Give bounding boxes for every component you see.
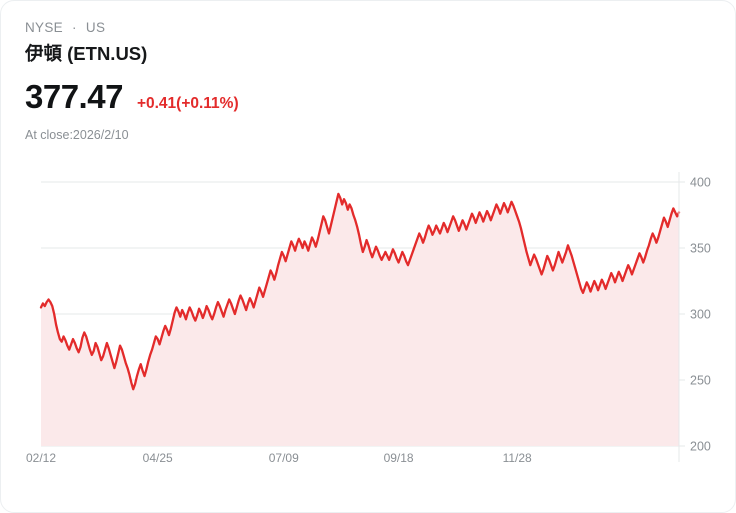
y-axis-labels: 200 250 300 350 400 xyxy=(690,176,711,454)
region-label: US xyxy=(85,20,106,35)
y-axis-tick-label: 350 xyxy=(690,242,711,256)
quote-header: NYSE · US 伊頓 (ETN.US) 377.47 +0.41(+0.11… xyxy=(25,19,685,143)
x-axis-labels: 02/12 04/25 07/09 09/18 11/28 xyxy=(26,451,532,465)
price-change: +0.41(+0.11%) xyxy=(136,95,239,112)
x-axis-tick-label: 02/12 xyxy=(26,451,56,465)
separator-dot: · xyxy=(72,20,77,35)
x-axis-tick-label: 07/09 xyxy=(269,451,299,465)
page-title: 伊頓 (ETN.US) xyxy=(25,43,148,64)
x-axis-tick-label: 11/28 xyxy=(503,451,532,465)
price-row: 377.47 +0.41(+0.11%) xyxy=(25,78,685,116)
price-chart-svg[interactable]: 200 250 300 350 400 02/12 04/25 07/09 09/18 11/2… xyxy=(1,161,736,481)
exchange-region-row: NYSE · US xyxy=(25,19,685,37)
x-axis-tick-label: 04/25 xyxy=(143,451,173,465)
exchange-label: NYSE xyxy=(25,20,63,35)
as-of-timestamp: At close:2026/2/10 xyxy=(25,128,129,142)
x-axis-tick-label: 09/18 xyxy=(384,451,414,465)
price-chart[interactable]: 200 250 300 350 400 02/12 04/25 07/09 09/18 11/2… xyxy=(1,161,736,481)
price-line xyxy=(39,192,681,391)
y-axis-ticks xyxy=(679,181,685,447)
y-axis-tick-label: 200 xyxy=(690,440,711,454)
y-axis-tick-label: 400 xyxy=(690,176,711,190)
y-axis-tick-label: 250 xyxy=(690,374,711,388)
y-axis-tick-label: 300 xyxy=(690,308,711,322)
price-area-fill xyxy=(41,193,679,446)
current-price: 377.47 xyxy=(25,78,123,115)
